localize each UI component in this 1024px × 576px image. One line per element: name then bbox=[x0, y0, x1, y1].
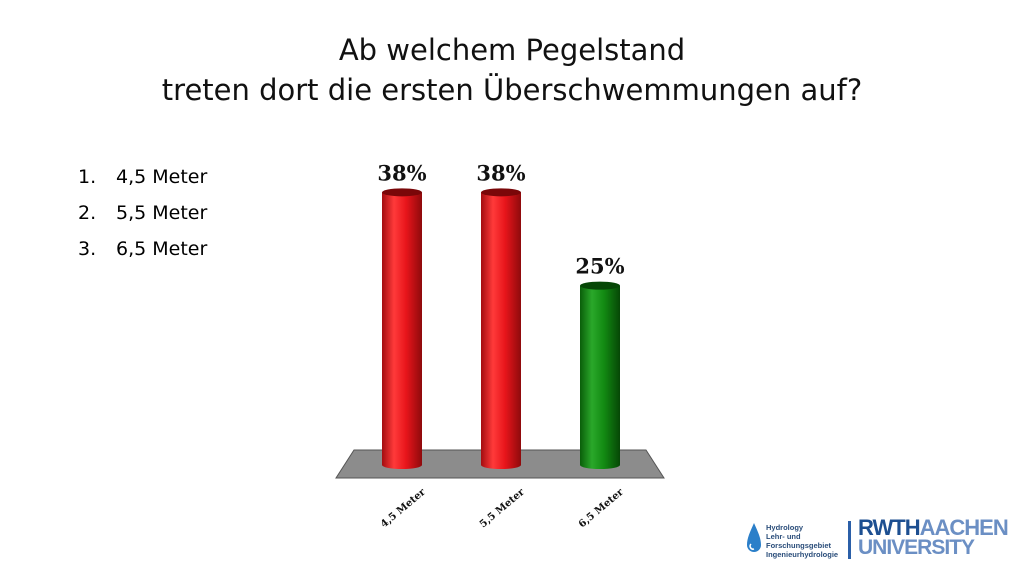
answer-option: 1. 4,5 Meter bbox=[78, 159, 207, 195]
rwth-logo: RWTHAACHEN UNIVERSITY bbox=[858, 515, 1009, 559]
answer-option: 2. 5,5 Meter bbox=[78, 195, 207, 231]
x-tick-label: 5,5 Meter bbox=[478, 486, 527, 530]
x-tick-label: 6,5 Meter bbox=[577, 486, 626, 530]
option-number: 2. bbox=[78, 202, 97, 224]
option-number: 1. bbox=[78, 166, 97, 188]
data-label: 38% bbox=[377, 160, 426, 185]
bar-top bbox=[580, 281, 620, 290]
bar-top bbox=[382, 188, 422, 197]
data-label: 25% bbox=[575, 254, 624, 279]
hydro-logo-line: Forschungsgebiet bbox=[766, 541, 832, 550]
bar bbox=[580, 285, 620, 465]
rwth-logo-line2: UNIVERSITY bbox=[858, 536, 975, 559]
hydrology-logo: Hydrology Lehr- und Forschungsgebiet Ing… bbox=[746, 520, 846, 562]
bar-top bbox=[481, 188, 521, 197]
answer-options-list: 1. 4,5 Meter 2. 5,5 Meter 3. 6,5 Meter bbox=[78, 159, 207, 267]
bar-base bbox=[580, 461, 620, 469]
option-label: 5,5 Meter bbox=[116, 202, 208, 224]
title-line-1: Ab welchem Pegelstand bbox=[338, 33, 686, 67]
hydro-logo-line: Lehr- und bbox=[766, 532, 801, 541]
option-number: 3. bbox=[78, 238, 97, 260]
data-label: 38% bbox=[476, 160, 525, 185]
answer-option: 3. 6,5 Meter bbox=[78, 231, 207, 267]
rwth-logo-part2: AACHEN bbox=[919, 515, 1009, 540]
rwth-logo-part1: RWTH bbox=[858, 515, 921, 540]
option-label: 4,5 Meter bbox=[116, 166, 208, 188]
water-drop-icon bbox=[747, 523, 761, 552]
option-label: 6,5 Meter bbox=[116, 238, 208, 260]
hydro-logo-line: Ingenieurhydrologie bbox=[766, 550, 839, 559]
bar-base bbox=[382, 461, 422, 469]
slide-title: Ab welchem Pegelstand treten dort die er… bbox=[0, 30, 1024, 110]
bar bbox=[382, 192, 422, 465]
bar bbox=[481, 192, 521, 465]
title-line-2: treten dort die ersten Überschwemmungen … bbox=[161, 73, 863, 107]
bar-base bbox=[481, 461, 521, 469]
logo-divider bbox=[848, 521, 851, 559]
hydro-logo-line: Hydrology bbox=[766, 523, 804, 532]
x-tick-label: 4,5 Meter bbox=[379, 486, 428, 530]
